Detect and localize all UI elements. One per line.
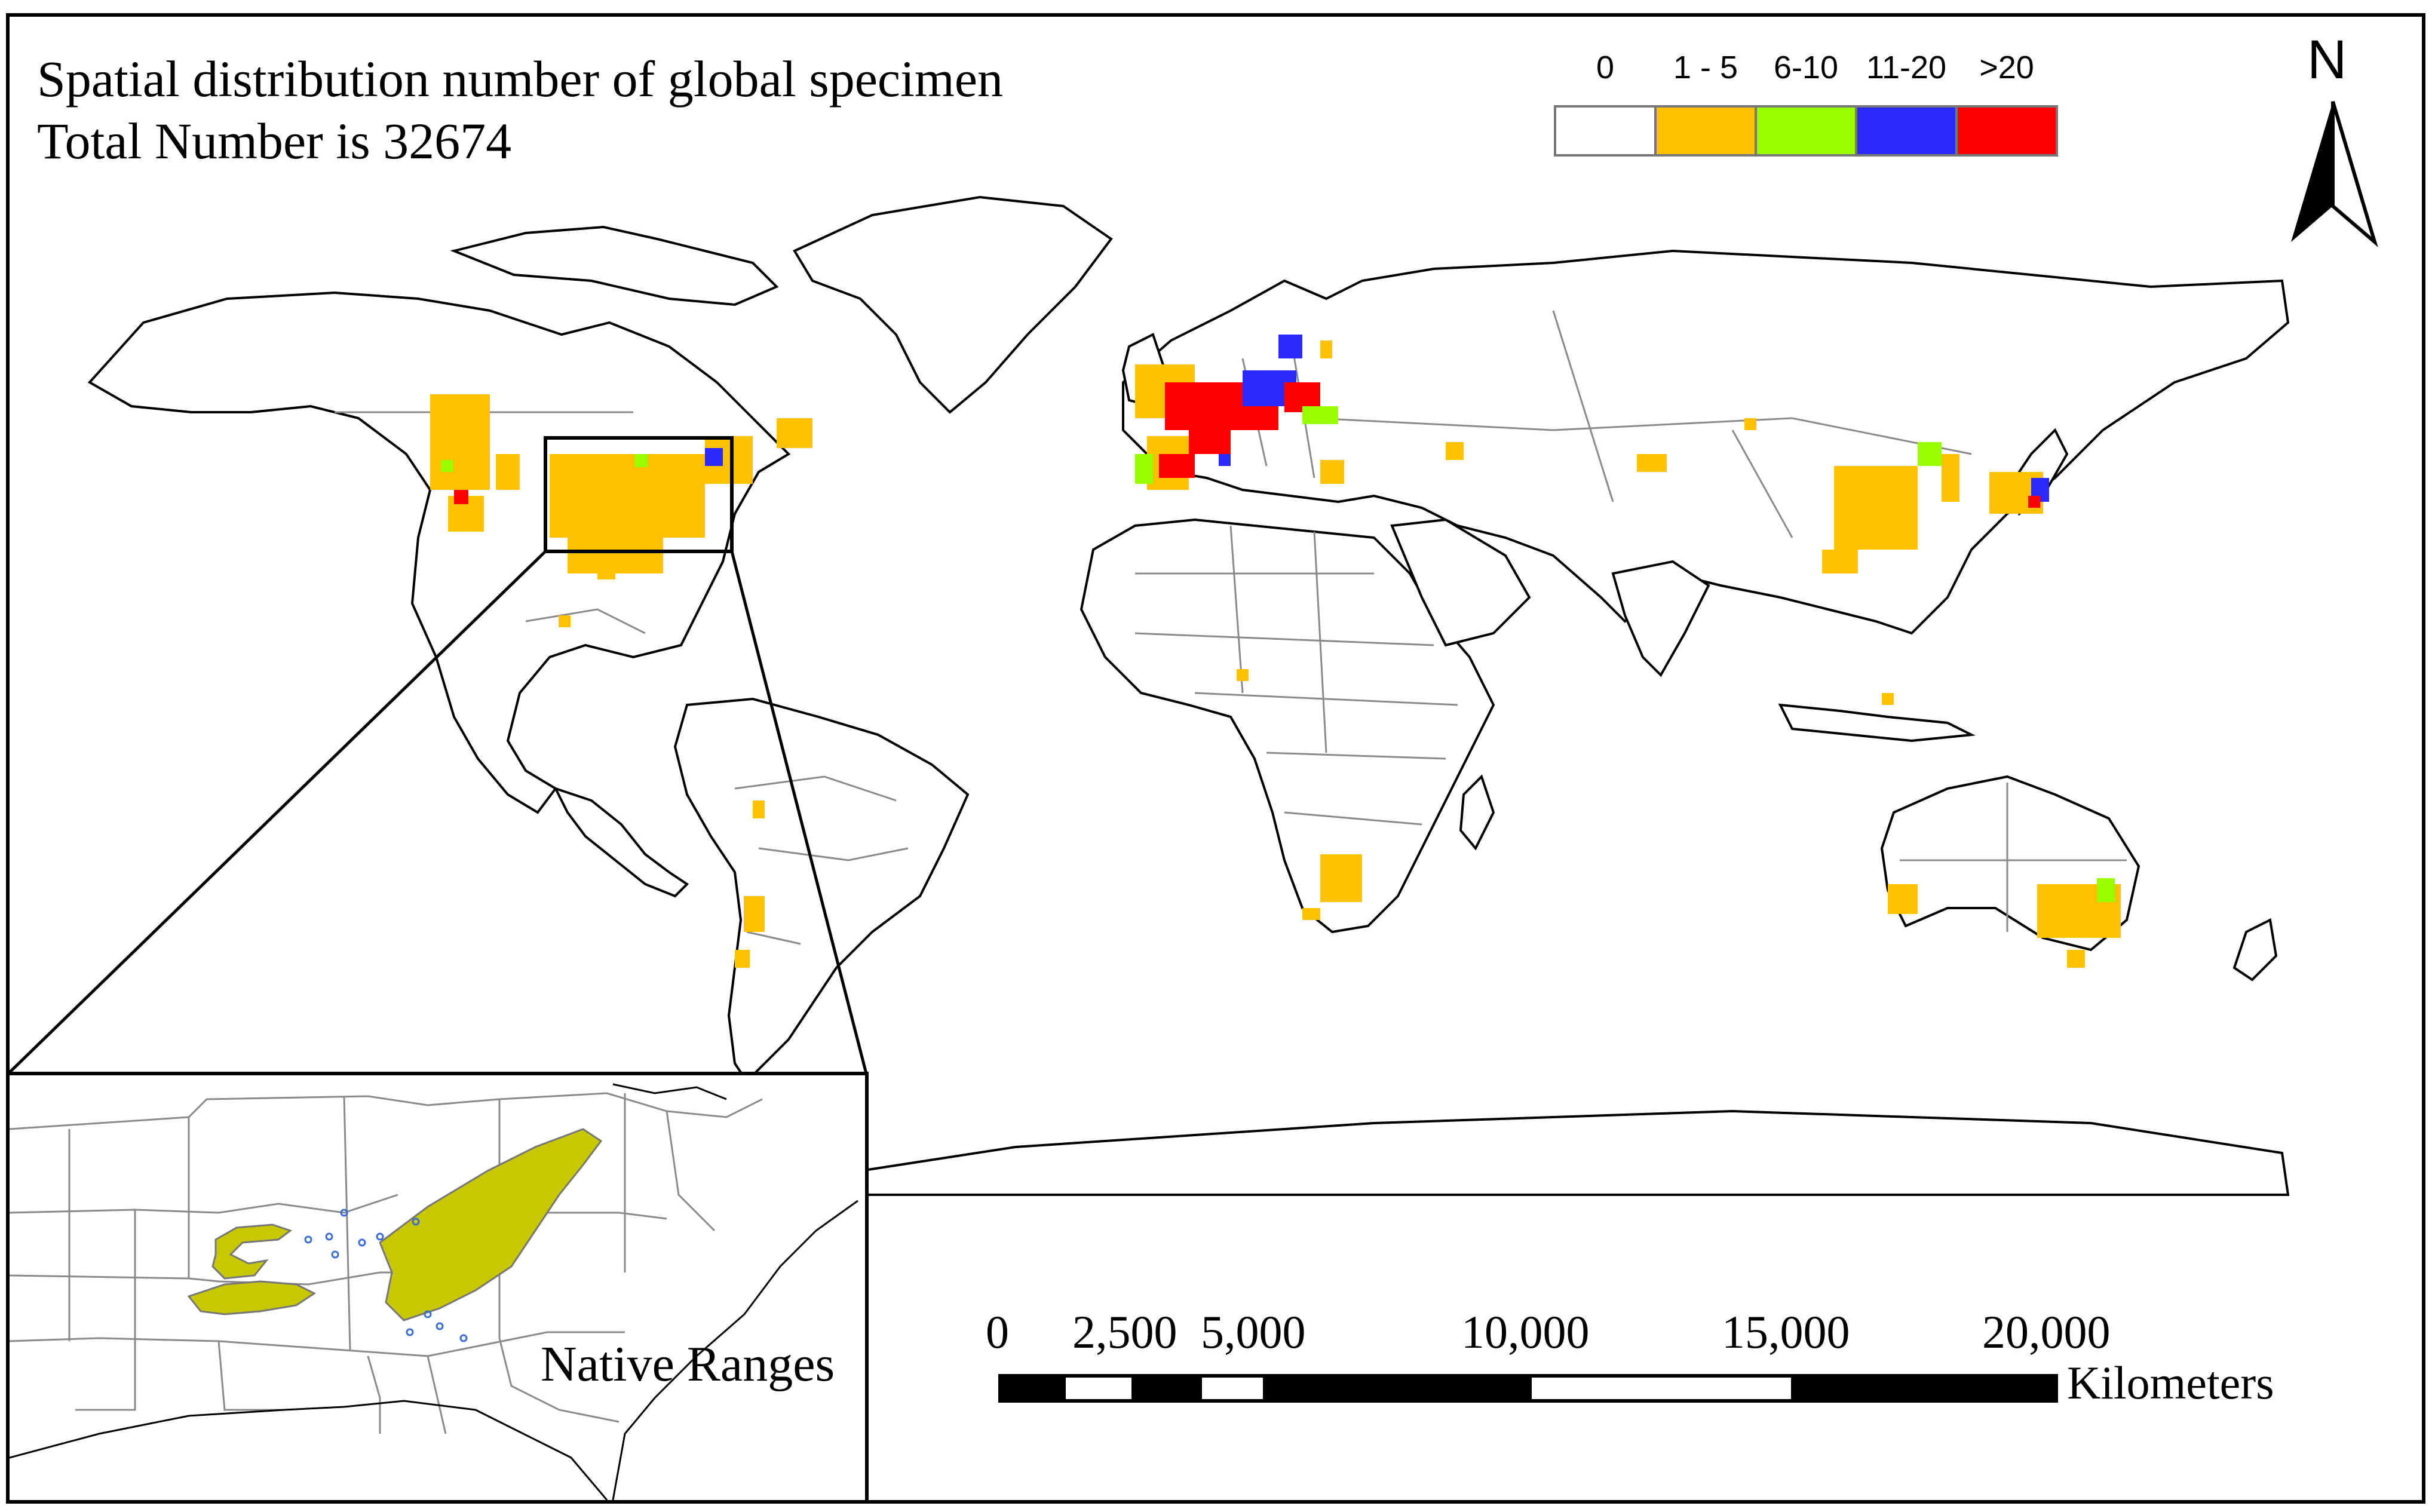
- grid-cell: [1637, 454, 1667, 472]
- grid-cell: [744, 896, 765, 932]
- map-title: Spatial distribution number of global sp…: [37, 50, 1003, 108]
- legend-swatch: [1755, 105, 1857, 157]
- greenland: [793, 195, 1113, 414]
- grid-cell: [753, 801, 765, 818]
- grid-cell: [1189, 430, 1231, 454]
- native-range-area: [379, 1128, 603, 1321]
- legend-label: 0: [1596, 50, 1615, 85]
- scale-tick-label: 15,000: [1722, 1306, 1850, 1358]
- scale-tick-label: 2,500: [1072, 1306, 1177, 1358]
- grid-cell: [2028, 496, 2040, 508]
- grid-cell: [735, 950, 750, 968]
- grid-cell: [430, 394, 490, 490]
- legend-label: 11-20: [1866, 50, 1947, 85]
- south-america: [673, 697, 970, 1084]
- grid-cell: [1320, 854, 1362, 902]
- legend-swatch: [1654, 105, 1757, 157]
- india: [1611, 560, 1710, 677]
- grid-cell: [550, 454, 705, 538]
- north-america: [87, 291, 791, 814]
- inset-map: [6, 1072, 869, 1504]
- grid-cell: [1918, 442, 1942, 466]
- map-subtitle: Total Number is 32674: [37, 112, 512, 170]
- legend-label: >20: [1979, 50, 2034, 85]
- grid-cell: [705, 448, 723, 466]
- legend-swatch: [1955, 105, 2058, 157]
- grid-cell: [1320, 341, 1332, 358]
- land-masses: [87, 195, 2290, 1196]
- specimen-grid-cells: [430, 335, 2121, 968]
- grid-cell: [2067, 950, 2085, 968]
- grid-cell: [1278, 335, 1302, 358]
- grid-cell: [1446, 442, 1464, 460]
- grid-cell: [2097, 878, 2115, 902]
- north-label: N: [2307, 29, 2347, 90]
- grid-cell: [1320, 460, 1344, 484]
- zoom-line-left: [7, 550, 547, 1075]
- grid-cell: [1302, 406, 1338, 424]
- inset-coastline-east: [612, 1200, 858, 1501]
- grid-cell: [559, 615, 571, 627]
- scale-tick-label: 20,000: [1982, 1306, 2111, 1358]
- grid-cell: [1882, 693, 1894, 705]
- zoom-line-right: [730, 551, 868, 1074]
- arabia: [1390, 518, 1531, 647]
- legend-label: 6-10: [1773, 50, 1839, 85]
- grid-cell: [634, 454, 648, 467]
- zoom-box: [544, 436, 734, 553]
- arctic-islands: [450, 225, 779, 306]
- scale-tick-label: 5,000: [1201, 1306, 1306, 1358]
- north-arrow-icon: [2291, 101, 2378, 247]
- grid-cell: [1237, 669, 1249, 681]
- scale-tick-label: 0: [986, 1306, 1009, 1358]
- grid-cell: [441, 460, 453, 472]
- legend-swatch: [1554, 105, 1657, 157]
- grid-cell: [496, 454, 520, 490]
- grid-cell: [1302, 908, 1320, 920]
- grid-cell: [1942, 454, 1959, 502]
- grid-cell: [777, 418, 812, 448]
- madagascar: [1459, 774, 1495, 851]
- eurasia: [1122, 249, 2290, 635]
- native-range-area: [211, 1223, 293, 1280]
- inset-label: Native Ranges: [541, 1336, 835, 1392]
- new-zealand: [2232, 918, 2278, 982]
- grid-cell: [597, 568, 615, 579]
- legend-label: 1 - 5: [1673, 50, 1738, 85]
- inset-lake: [612, 1083, 727, 1100]
- indonesia: [1778, 703, 1976, 743]
- native-range-area: [187, 1280, 316, 1315]
- grid-cell: [1834, 466, 1918, 550]
- scale-bar: [998, 1374, 2058, 1403]
- grid-cell: [1135, 454, 1153, 484]
- grid-cell: [454, 490, 468, 504]
- central-america: [553, 786, 689, 898]
- grid-cell: [1744, 418, 1756, 430]
- scale-unit-label: Kilometers: [2067, 1357, 2274, 1409]
- inset-svg: [9, 1083, 858, 1501]
- legend-bar: [1554, 105, 2058, 157]
- grid-cell: [1219, 454, 1231, 466]
- legend-swatch: [1855, 105, 1958, 157]
- inset-coastline: [9, 1400, 608, 1501]
- grid-cell: [1822, 550, 1858, 573]
- antarctica: [859, 1109, 2290, 1196]
- grid-cell: [1159, 454, 1195, 478]
- scale-tick-label: 10,000: [1461, 1306, 1590, 1358]
- grid-cell: [1888, 884, 1918, 914]
- africa: [1080, 518, 1495, 934]
